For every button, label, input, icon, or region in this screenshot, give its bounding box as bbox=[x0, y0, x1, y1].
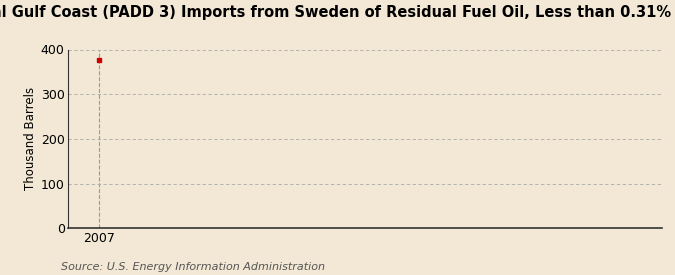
Text: Source: U.S. Energy Information Administration: Source: U.S. Energy Information Administ… bbox=[61, 262, 325, 272]
Text: Annual Gulf Coast (PADD 3) Imports from Sweden of Residual Fuel Oil, Less than 0: Annual Gulf Coast (PADD 3) Imports from … bbox=[0, 6, 675, 21]
Y-axis label: Thousand Barrels: Thousand Barrels bbox=[24, 87, 36, 190]
